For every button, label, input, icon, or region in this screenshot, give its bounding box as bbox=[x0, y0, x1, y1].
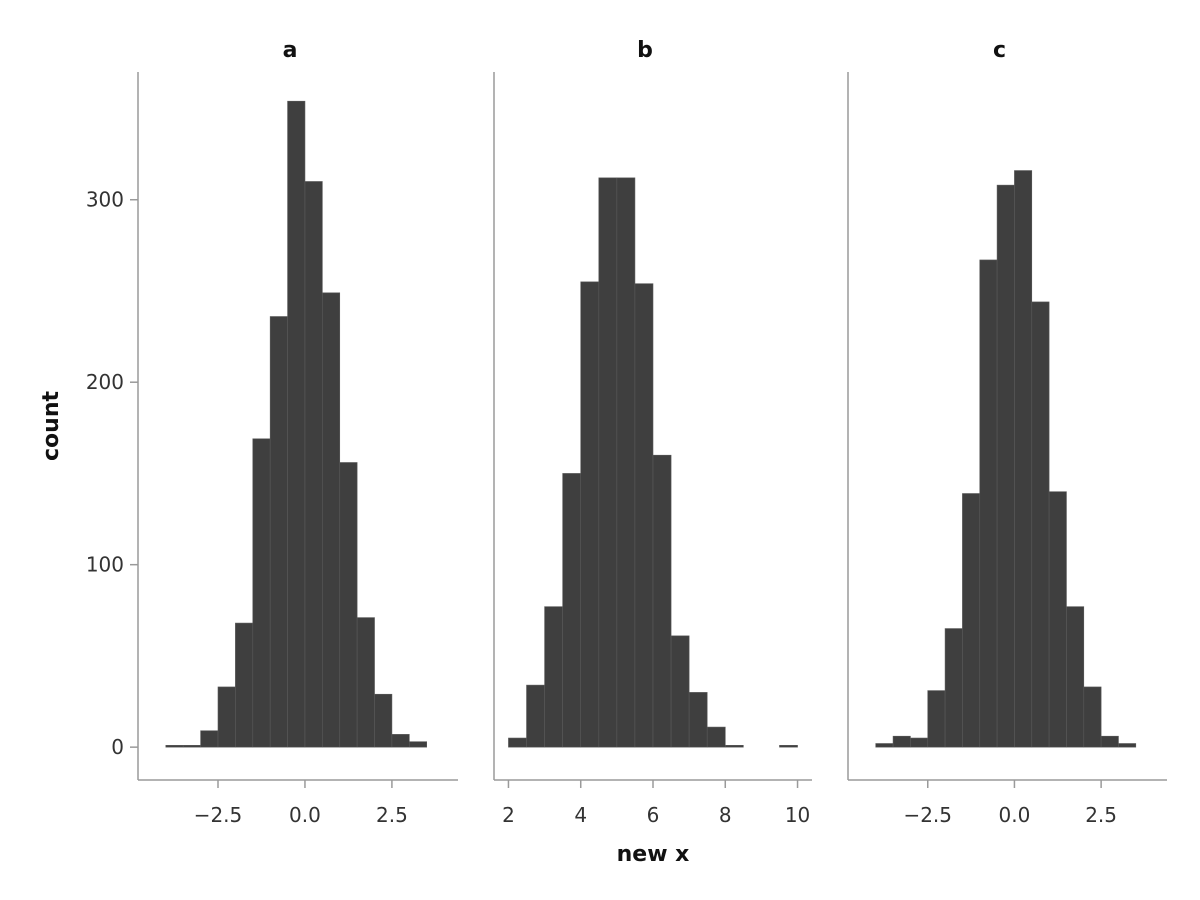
histogram-bar bbox=[339, 462, 358, 748]
histogram-bar bbox=[724, 745, 744, 748]
histogram-bar bbox=[910, 737, 929, 748]
panel-title-c: c bbox=[993, 38, 1006, 63]
histogram-bar bbox=[1014, 170, 1033, 748]
histogram-bar bbox=[779, 745, 798, 748]
histogram-bar bbox=[544, 606, 563, 748]
histogram-bar bbox=[996, 184, 1015, 748]
x-tick-label: 2.5 bbox=[1085, 803, 1117, 827]
histogram-bar bbox=[875, 743, 894, 748]
x-tick-label: 10 bbox=[785, 803, 810, 827]
histogram-bar bbox=[165, 745, 184, 748]
histogram-bar bbox=[374, 693, 393, 748]
histogram-bar bbox=[562, 473, 582, 748]
histogram-bar bbox=[287, 100, 306, 748]
histogram-bar bbox=[217, 686, 236, 748]
x-tick-label: 4 bbox=[574, 803, 587, 827]
y-tick-label: 300 bbox=[86, 188, 124, 212]
x-axis-label: new x bbox=[617, 842, 690, 867]
histogram-bar bbox=[580, 281, 600, 748]
x-tick-label: 0.0 bbox=[289, 803, 321, 827]
x-tick-label: 2.5 bbox=[376, 803, 408, 827]
histogram-bar bbox=[706, 726, 726, 748]
histogram-bar bbox=[182, 745, 201, 748]
y-tick-label: 200 bbox=[86, 370, 124, 394]
y-tick-label: 0 bbox=[111, 735, 124, 759]
x-tick-label: 6 bbox=[647, 803, 660, 827]
histogram-bar bbox=[269, 316, 288, 748]
histogram-bar bbox=[634, 283, 654, 748]
histogram-bar bbox=[235, 622, 254, 748]
histogram-bar bbox=[688, 692, 708, 748]
histogram-bar bbox=[962, 493, 981, 748]
histogram-bar bbox=[1031, 301, 1050, 748]
histogram-bar bbox=[409, 741, 427, 748]
histogram-bar bbox=[616, 177, 636, 748]
histogram-bar bbox=[200, 730, 219, 748]
histogram-bar bbox=[944, 628, 963, 748]
histogram-bar bbox=[322, 292, 341, 748]
histogram-bar bbox=[927, 690, 946, 748]
x-tick-label: 0.0 bbox=[999, 803, 1031, 827]
histogram-bar bbox=[356, 617, 375, 748]
x-tick-label: −2.5 bbox=[194, 803, 243, 827]
panel-title-a: a bbox=[283, 38, 298, 63]
histogram-bar bbox=[1118, 743, 1137, 748]
x-tick-label: −2.5 bbox=[903, 803, 952, 827]
histogram-bar bbox=[652, 454, 672, 748]
histogram-bar bbox=[1048, 491, 1067, 748]
histogram-bar bbox=[1083, 686, 1102, 748]
histogram-bar bbox=[598, 177, 618, 748]
histogram-bar bbox=[304, 181, 323, 748]
histogram-bar bbox=[670, 635, 690, 748]
histogram-bar bbox=[252, 438, 271, 748]
y-axis-label: count bbox=[39, 391, 64, 461]
x-tick-label: 2 bbox=[502, 803, 515, 827]
histogram-bar bbox=[526, 684, 545, 748]
histogram-bar bbox=[892, 735, 911, 748]
histogram-bar bbox=[1100, 735, 1119, 748]
histogram-bar bbox=[979, 259, 998, 748]
histogram-bar bbox=[391, 734, 410, 748]
histogram-bar bbox=[1066, 606, 1085, 748]
histogram-bar bbox=[508, 737, 527, 748]
panel-title-b: b bbox=[637, 38, 653, 63]
y-tick-label: 100 bbox=[86, 553, 124, 577]
x-tick-label: 8 bbox=[719, 803, 732, 827]
